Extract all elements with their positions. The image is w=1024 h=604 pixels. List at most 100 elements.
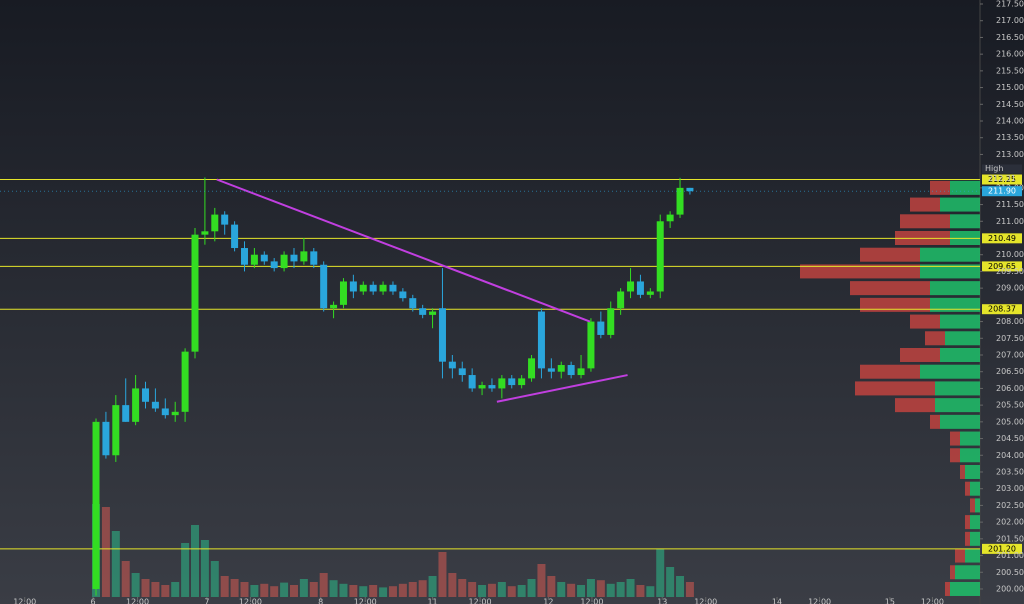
volume-bar: [200, 540, 209, 597]
candle-body: [537, 311, 545, 369]
candle-body: [320, 264, 328, 309]
profile-sell: [860, 297, 930, 312]
volume-bar: [280, 582, 289, 597]
volume-bar: [517, 585, 526, 597]
candle-body: [666, 214, 674, 222]
y-tick-label: 216.00: [996, 50, 1024, 59]
y-tick-label: 211.50: [996, 200, 1024, 209]
x-tick-label: 6: [90, 598, 95, 604]
y-tick-label: 214.00: [996, 117, 1024, 126]
x-tick-label: 12:00: [921, 598, 944, 604]
level-label: 208.37: [988, 305, 1016, 314]
volume-bar: [270, 586, 279, 597]
y-tick-label: 211.00: [996, 217, 1024, 226]
candle-body: [409, 298, 417, 309]
candle-body: [191, 234, 199, 352]
trendline: [216, 178, 591, 323]
profile-buy: [940, 347, 980, 362]
candle-body: [201, 231, 209, 235]
x-tick-label: 12:00: [808, 598, 831, 604]
candle-body: [211, 214, 219, 232]
profile-buy: [965, 548, 980, 563]
volume-bar: [369, 585, 378, 597]
x-tick-label: 7: [204, 598, 209, 604]
y-tick-label: 207.50: [996, 334, 1024, 343]
candle-body: [627, 281, 635, 292]
y-tick-label: 201.00: [996, 551, 1024, 560]
y-tick-label: 201.50: [996, 534, 1024, 543]
y-tick-label: 203.50: [996, 467, 1024, 476]
y-tick-label: 209.00: [996, 284, 1024, 293]
profile-sell: [860, 364, 920, 379]
profile-buy: [950, 581, 980, 596]
candle-body: [250, 254, 258, 265]
candle-body: [557, 365, 565, 372]
level-tag: [982, 261, 1022, 272]
x-tick-label: 15: [885, 598, 895, 604]
volume-bar: [131, 573, 140, 597]
profile-buy: [950, 180, 980, 195]
profile-sell: [900, 214, 950, 229]
candle-body: [161, 408, 169, 416]
candle-body: [686, 187, 694, 192]
candle-body: [597, 321, 605, 335]
level-tag: [982, 233, 1022, 244]
candle-body: [181, 351, 189, 412]
x-tick-label: 12:00: [354, 598, 377, 604]
candle-body: [142, 388, 150, 402]
profile-sell: [855, 381, 935, 396]
volume-bar: [458, 579, 467, 597]
profile-buy: [930, 297, 980, 312]
volume-bar: [398, 583, 407, 597]
y-tick-label: 210.00: [996, 250, 1024, 259]
volume-bar: [448, 573, 457, 597]
profile-sell: [930, 414, 940, 429]
candle-body: [488, 385, 496, 389]
candle-body: [112, 405, 120, 456]
profile-buy: [920, 247, 980, 262]
y-tick-label: 213.50: [996, 133, 1024, 142]
candle-body: [330, 304, 338, 309]
last-price-label: 211.90: [988, 187, 1016, 196]
profile-buy: [940, 414, 980, 429]
y-tick-label: 203.00: [996, 484, 1024, 493]
candle-body: [349, 281, 357, 292]
y-tick-label: 200.50: [996, 568, 1024, 577]
volume-bar: [606, 583, 615, 597]
profile-buy: [945, 331, 980, 346]
volume-bar: [161, 585, 170, 597]
candle-body: [676, 187, 684, 215]
candle-body: [369, 284, 377, 292]
volume-bar: [299, 579, 308, 597]
volume-bar: [101, 507, 110, 597]
volume-bar: [319, 573, 328, 597]
volume-bar: [220, 576, 229, 597]
y-tick-label: 208.00: [996, 317, 1024, 326]
level-tag: [982, 543, 1022, 554]
candle-body: [498, 378, 506, 389]
x-tick-label: 12:00: [694, 598, 717, 604]
candle-body: [438, 308, 446, 362]
profile-sell: [950, 431, 960, 446]
candle-body: [636, 281, 644, 295]
profile-sell: [910, 197, 940, 212]
volume-bar: [487, 583, 496, 597]
volume-bar: [329, 580, 338, 597]
level-tag: [982, 304, 1022, 315]
volume-bar: [191, 525, 199, 597]
profile-sell: [900, 347, 940, 362]
y-tick-label: 206.50: [996, 367, 1024, 376]
level-label: 201.20: [988, 544, 1016, 553]
volume-bar: [468, 582, 477, 597]
volume-bar: [309, 582, 318, 597]
y-tick-label: 217.50: [996, 0, 1024, 9]
trendline: [496, 374, 628, 403]
profile-buy: [970, 481, 980, 496]
volume-bar: [676, 576, 685, 597]
y-tick-label: 209.50: [996, 267, 1024, 276]
volume-bar: [656, 549, 665, 597]
x-tick-label: 12:00: [580, 598, 603, 604]
profile-sell: [800, 264, 920, 279]
